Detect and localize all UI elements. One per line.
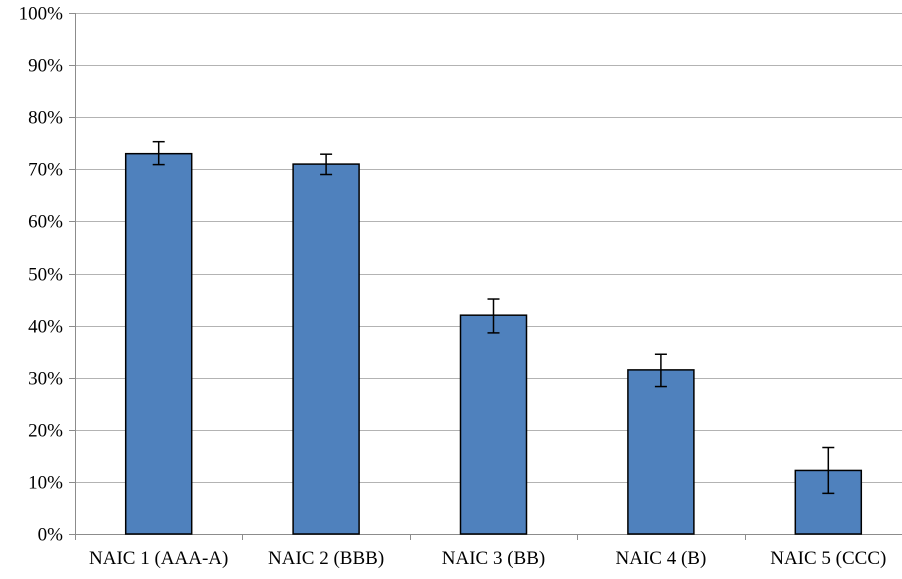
y-tick-label: 50% (28, 265, 63, 286)
bars (124, 152, 863, 535)
y-tick-label: 20% (28, 421, 63, 442)
error-bar (822, 446, 835, 495)
y-tick-label: 90% (28, 56, 63, 77)
bar (292, 163, 360, 535)
y-tick-label: 30% (28, 369, 63, 390)
gridlines (75, 13, 902, 483)
error-bar (654, 353, 667, 388)
y-tick-label: 10% (28, 473, 63, 494)
error-bar (487, 298, 500, 334)
y-tick-label: 40% (28, 317, 63, 338)
x-category-label: NAIC 1 (AAA-A) (89, 548, 228, 569)
x-category-label: NAIC 2 (BBB) (268, 548, 384, 569)
y-tick-label: 100% (19, 4, 64, 25)
y-tick-label: 0% (38, 525, 64, 546)
y-tick-labels: 0% 10% 20% 30% 40% 50% 60% 70% 80% 90% 100% (19, 4, 64, 546)
error-bars (152, 140, 835, 495)
x-category-label: NAIC 3 (BB) (442, 548, 545, 569)
error-bar (320, 153, 333, 176)
x-category-labels: NAIC 1 (AAA-A) NAIC 2 (BBB) NAIC 3 (BB) NAI… (89, 548, 886, 569)
error-bar (152, 140, 165, 166)
bar (627, 369, 695, 535)
x-category-label: NAIC 4 (B) (616, 548, 707, 569)
x-category-label: NAIC 5 (CCC) (770, 548, 886, 569)
bar (459, 314, 528, 535)
bar (124, 152, 193, 535)
y-tick-label: 70% (28, 160, 63, 181)
y-tick-label: 80% (28, 108, 63, 129)
y-tick-label: 60% (28, 212, 63, 233)
